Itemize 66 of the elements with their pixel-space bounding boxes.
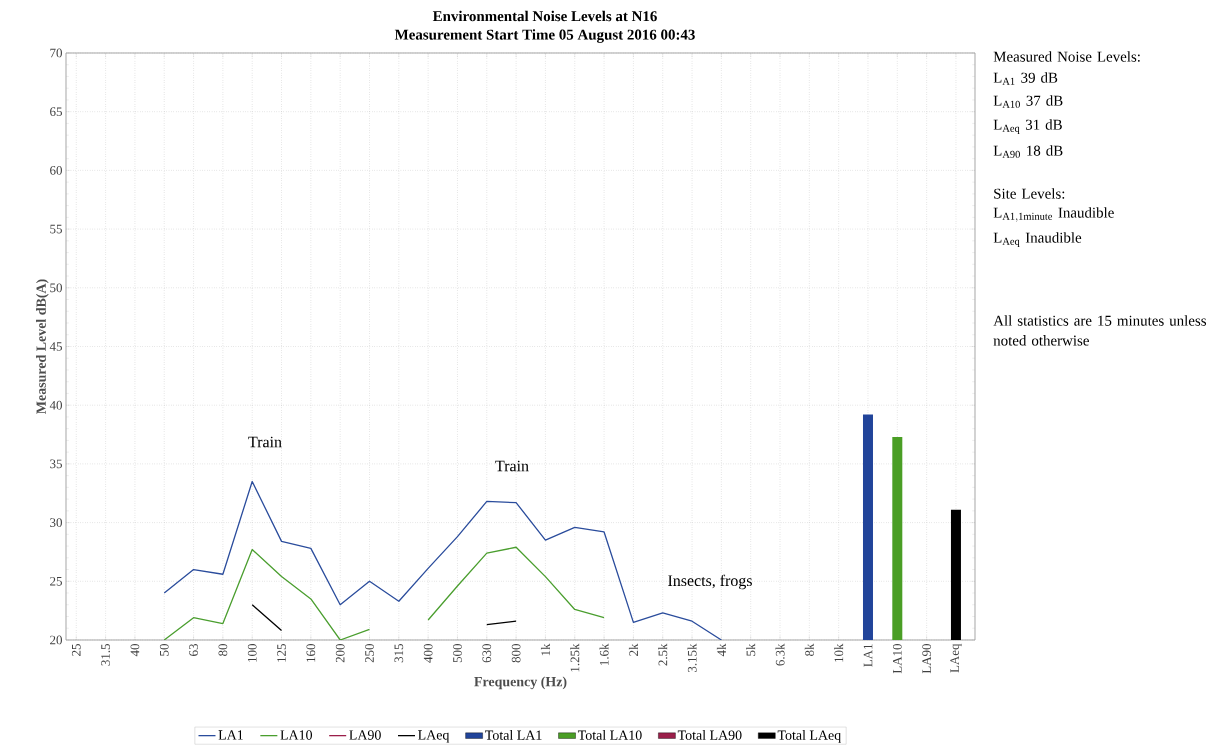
chart-subtitle: Measurement Start Time 05 August 2016 00:43 [394, 29, 695, 43]
x-tick-label: 50 [159, 644, 169, 656]
x-tick-label: 2k [628, 643, 638, 656]
y-tick-label: 20 [50, 635, 62, 645]
x-tick-label: 4k [716, 643, 726, 657]
x-tick-label: LA1 [863, 644, 873, 667]
y-tick-label: 70 [50, 48, 62, 58]
x-tick-label: 6.3k [775, 643, 785, 666]
text: Measured Noise Levels: [993, 51, 1140, 62]
x-tick-label: 500 [453, 644, 462, 663]
text: $\mathrm{L_{A1,1minute}\ Inaudible}$ [993, 207, 1114, 222]
legend-label: LA10 [280, 730, 312, 740]
y-tick-label: 55 [50, 224, 62, 234]
legend-label: LA90 [349, 730, 381, 740]
x-tick-label: 80 [218, 644, 228, 656]
x-tick-label: 315 [394, 644, 404, 663]
x-tick-label: 100 [247, 644, 257, 662]
y-tick-label: 65 [50, 107, 62, 117]
text: Site Levels: [994, 188, 1065, 199]
x-tick-label: LAeq [950, 643, 962, 673]
x-tick-label: 250 [365, 644, 374, 663]
y-tick-label: 40 [49, 400, 62, 410]
legend-label: Total LA90 [677, 730, 742, 740]
text: L$_{Aeq}$ Inaudible [993, 232, 1082, 247]
x-tick-label: 10k [834, 643, 844, 662]
x-tick-label: 1.25k [570, 643, 580, 672]
text: L$_{A90}$ 18 dB [993, 145, 1063, 158]
chart-title: Environmental Noise Levels at N16 [432, 10, 657, 22]
x-tick-label: LA10 [892, 644, 902, 674]
x-tick-label: 63 [189, 644, 198, 656]
y-tick-label: 60 [50, 166, 62, 175]
legend-label: Total LA10 [577, 730, 642, 740]
annotation: Insects, frogs [668, 574, 752, 590]
annotation: Train [248, 436, 282, 448]
text: All statistics are 15 minutes unless noted otherwise [993, 315, 1207, 346]
x-tick-label: 630 [482, 644, 492, 663]
legend-label: Total LA1 [485, 730, 542, 740]
y-tick-label: 35 [50, 459, 62, 469]
x-tick-label: 40 [130, 644, 140, 657]
x-tick-label: 160 [306, 644, 316, 662]
x-tick-label: 5k [746, 643, 756, 656]
text: L$_{A10}$ 37 dB [993, 95, 1063, 108]
x-tick-label: 200 [335, 644, 345, 663]
x-tick-label: 125 [277, 644, 286, 662]
x-tick-label: LA90 [922, 644, 931, 674]
x-tick-label: 25 [71, 644, 81, 656]
annotation: Train [495, 460, 529, 472]
y-tick-label: 50 [50, 283, 62, 293]
legend-label: Total LAeq [777, 730, 841, 743]
y-axis-title: Measured Level dB(A) [36, 279, 49, 414]
text: L$_{Aeq}$ 31 dB [993, 119, 1062, 134]
x-tick-label: 31.5 [101, 644, 110, 666]
x-tick-label: 400 [423, 644, 433, 663]
x-axis-title: Frequency (Hz) [474, 676, 567, 690]
x-tick-label: 2.5k [658, 643, 668, 666]
text: L$_{A1}$ 39 dB [993, 72, 1058, 85]
y-tick-label: 30 [50, 518, 62, 527]
x-tick-label: 3.15k [687, 643, 697, 673]
legend-label: LA1 [218, 730, 243, 740]
x-tick-label: 800 [511, 644, 521, 663]
x-tick-label: 8k [804, 643, 814, 656]
y-tick-label: 25 [50, 576, 62, 586]
y-tick-label: 45 [49, 342, 62, 351]
x-tick-label: 1k [540, 643, 550, 656]
legend-label: LAeq [418, 730, 450, 743]
x-tick-label: 1.6k [599, 643, 609, 666]
